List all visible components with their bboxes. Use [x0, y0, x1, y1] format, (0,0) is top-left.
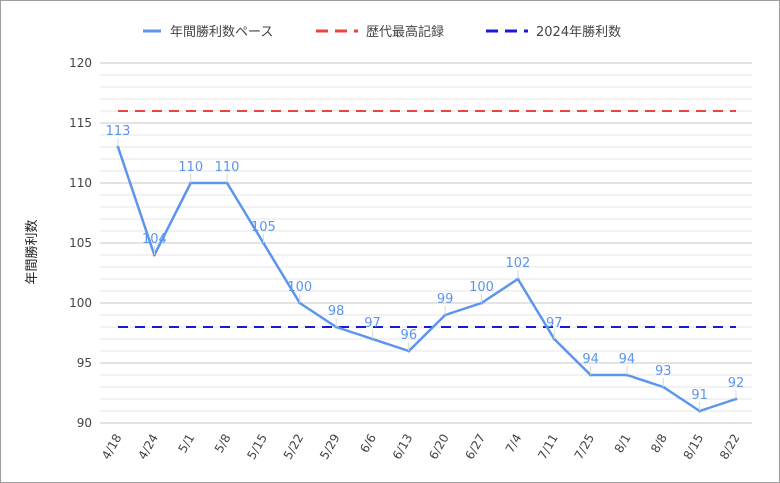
- data-label: 92: [728, 376, 745, 391]
- data-label: 102: [505, 256, 530, 271]
- data-label: 99: [437, 292, 454, 307]
- data-label: 110: [215, 160, 240, 175]
- y-tick-label: 100: [69, 296, 92, 310]
- x-tick-label: 8/15: [681, 432, 707, 462]
- legend: 年間勝利数ペース 歴代最高記録 2024年勝利数: [143, 24, 621, 40]
- data-labels: 113 104 110 110 105 100 98 97 96 99 100 102 97 94 94 93…: [106, 124, 745, 403]
- x-tick-label: 5/1: [176, 432, 198, 456]
- data-label: 94: [619, 352, 636, 367]
- legend-item-record: 歴代最高記録: [316, 24, 444, 40]
- legend-label-pace: 年間勝利数ペース: [170, 25, 273, 40]
- x-tick-label: 5/29: [317, 432, 343, 462]
- data-label: 100: [469, 280, 494, 295]
- y-axis-ticks: 90 95 100 105 110 115 120: [69, 56, 92, 430]
- data-label: 100: [287, 280, 312, 295]
- data-label: 98: [328, 304, 345, 319]
- data-points: [116, 138, 738, 413]
- data-label: 93: [655, 364, 672, 379]
- y-tick-label: 90: [77, 416, 92, 430]
- data-label: 96: [401, 328, 418, 343]
- data-label: 91: [691, 388, 708, 403]
- x-tick-label: 5/15: [244, 432, 270, 462]
- x-tick-label: 5/8: [212, 432, 234, 456]
- y-axis-label: 年間勝利数: [25, 219, 40, 284]
- y-tick-label: 95: [77, 356, 92, 370]
- x-tick-label: 8/8: [648, 432, 670, 456]
- x-tick-label: 6/20: [426, 432, 452, 462]
- y-tick-label: 115: [69, 116, 92, 130]
- x-tick-label: 6/13: [390, 432, 416, 462]
- x-tick-label: 8/22: [717, 432, 743, 462]
- x-tick-label: 4/18: [99, 432, 125, 462]
- x-tick-label: 7/25: [572, 432, 598, 462]
- series-layer: [116, 110, 737, 413]
- x-axis-ticks: 4/18 4/24 5/1 5/8 5/15 5/22 5/29 6/6 6/13 6/20 6/2…: [99, 432, 743, 462]
- x-tick-label: 6/27: [463, 432, 489, 462]
- series-line-pace: [116, 146, 737, 413]
- legend-item-pace: 年間勝利数ペース: [143, 25, 273, 40]
- legend-label-2024: 2024年勝利数: [536, 25, 621, 40]
- data-label: 97: [546, 316, 563, 331]
- data-label: 110: [178, 160, 203, 175]
- y-tick-label: 120: [69, 56, 92, 70]
- data-label: 94: [582, 352, 599, 367]
- y-tick-label: 105: [69, 236, 92, 250]
- data-label: 105: [251, 220, 276, 235]
- x-tick-label: 7/4: [503, 432, 525, 456]
- legend-item-2024: 2024年勝利数: [486, 25, 621, 40]
- x-tick-label: 4/24: [135, 432, 161, 462]
- data-label: 113: [106, 124, 131, 139]
- data-label: 104: [142, 232, 167, 247]
- x-tick-label: 5/22: [281, 432, 307, 462]
- y-tick-label: 110: [69, 176, 92, 190]
- x-tick-label: 6/6: [357, 432, 379, 456]
- x-tick-label: 8/1: [612, 432, 634, 456]
- x-tick-label: 7/11: [535, 432, 561, 462]
- data-label: 97: [364, 316, 381, 331]
- legend-label-record: 歴代最高記録: [366, 24, 444, 40]
